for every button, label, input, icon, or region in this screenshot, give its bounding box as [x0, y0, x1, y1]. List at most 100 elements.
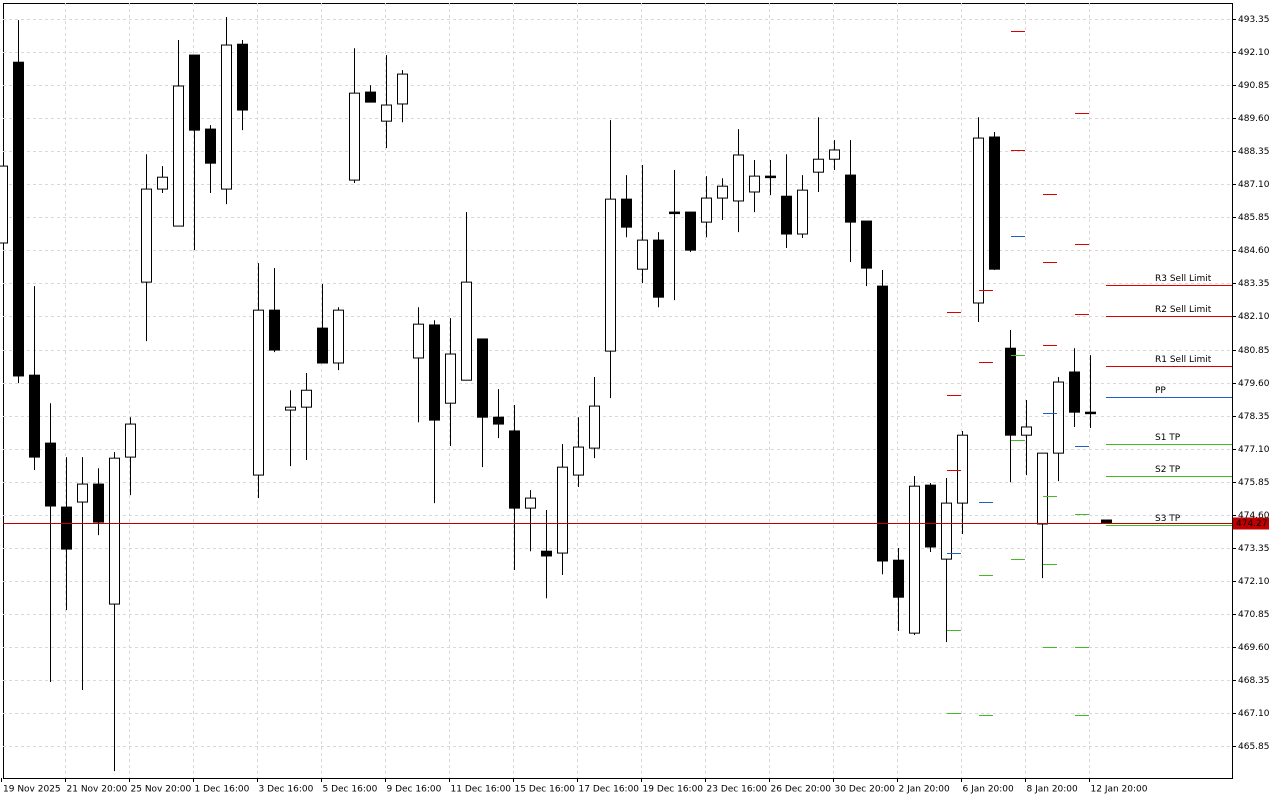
x-tick-label: 21 Nov 20:00 — [67, 785, 128, 795]
candle-body — [109, 457, 120, 605]
y-tick-label: 470.85 — [1238, 610, 1270, 620]
candle-body — [845, 174, 856, 223]
candle-body — [141, 188, 152, 283]
last-price-box — [1233, 517, 1269, 530]
candle-body — [157, 176, 168, 190]
candle-body — [1021, 426, 1032, 436]
y-tick-label: 475.85 — [1238, 478, 1270, 488]
y-tick-label: 472.10 — [1238, 577, 1270, 587]
candle-body — [397, 73, 408, 105]
level-label: R1 Sell Limit — [1155, 355, 1212, 365]
y-tick-label: 485.85 — [1238, 213, 1270, 223]
candle-body — [589, 405, 600, 449]
candle-body — [493, 416, 504, 425]
y-tick-label: 492.10 — [1238, 48, 1270, 58]
candle-body — [893, 559, 904, 598]
candle-body — [413, 323, 424, 359]
candle-body — [749, 175, 760, 193]
candle-body — [45, 442, 56, 507]
candle-body — [237, 43, 248, 111]
candle-body — [1101, 519, 1112, 524]
y-tick-label: 493.35 — [1238, 15, 1270, 25]
candle-body — [125, 423, 136, 458]
y-tick-label: 474.60 — [1238, 511, 1270, 521]
candle-body — [573, 446, 584, 476]
candle-body — [781, 195, 792, 235]
x-tick-label: 9 Dec 16:00 — [387, 785, 442, 795]
candle-body — [445, 353, 456, 404]
x-tick-label: 23 Dec 16:00 — [707, 785, 768, 795]
x-tick-label: 19 Nov 2025 — [3, 785, 61, 795]
candle-body — [317, 327, 328, 364]
candle-body — [669, 211, 680, 215]
y-tick-label: 480.85 — [1238, 346, 1270, 356]
candle-body — [813, 158, 824, 173]
candle-body — [973, 137, 984, 304]
level-label: S2 TP — [1155, 465, 1181, 475]
candle-body — [477, 338, 488, 418]
candle-body — [541, 550, 552, 557]
candle-body — [605, 198, 616, 352]
x-tick-label: 3 Dec 16:00 — [259, 785, 314, 795]
level-label: S1 TP — [1155, 433, 1181, 443]
level-label: R2 Sell Limit — [1155, 305, 1212, 315]
x-tick-label: 8 Jan 20:00 — [1027, 785, 1079, 795]
candle-body — [173, 85, 184, 227]
level-label: S3 TP — [1155, 514, 1181, 524]
candle-body — [733, 154, 744, 202]
x-tick-label: 30 Dec 20:00 — [835, 785, 896, 795]
candle-body — [189, 54, 200, 131]
candle-body — [525, 497, 536, 509]
candle-body — [1053, 381, 1064, 454]
candle-body — [13, 61, 24, 377]
x-tick-label: 12 Jan 20:00 — [1091, 785, 1148, 795]
candle-body — [349, 92, 360, 181]
candle-body — [685, 211, 696, 251]
candle-body — [861, 220, 872, 269]
candle-body — [29, 374, 40, 458]
x-tick-label: 1 Dec 16:00 — [195, 785, 250, 795]
candle-body — [829, 149, 840, 160]
x-tick-label: 2 Jan 20:00 — [899, 785, 951, 795]
plot-frame — [3, 3, 1233, 779]
y-tick-label: 473.35 — [1238, 544, 1270, 554]
x-tick-label: 6 Jan 20:00 — [963, 785, 1015, 795]
y-tick-label: 468.35 — [1238, 676, 1270, 686]
candle-body — [941, 502, 952, 560]
x-tick-label: 5 Dec 16:00 — [323, 785, 378, 795]
candle-body — [1005, 347, 1016, 436]
candle-body — [877, 285, 888, 562]
y-tick-label: 467.10 — [1238, 709, 1270, 719]
candle-body — [717, 185, 728, 199]
candle-body — [1085, 411, 1096, 415]
y-tick-label: 489.60 — [1238, 114, 1270, 124]
candle-body — [557, 466, 568, 554]
y-tick-label: 477.10 — [1238, 445, 1270, 455]
x-tick-label: 15 Dec 16:00 — [515, 785, 576, 795]
x-tick-label: 26 Dec 20:00 — [771, 785, 832, 795]
y-tick-label: 469.60 — [1238, 643, 1270, 653]
candle-body — [205, 128, 216, 164]
candle-body — [797, 189, 808, 235]
x-tick-label: 25 Nov 20:00 — [131, 785, 192, 795]
candle-body — [637, 239, 648, 270]
candle-body — [1069, 371, 1080, 413]
y-tick-label: 483.35 — [1238, 279, 1270, 289]
candle-body — [93, 483, 104, 523]
candle-body — [221, 44, 232, 190]
candle-body — [365, 91, 376, 103]
x-tick-label: 19 Dec 16:00 — [643, 785, 704, 795]
y-tick-label: 482.10 — [1238, 312, 1270, 322]
candle-body — [381, 104, 392, 122]
candle-body — [621, 198, 632, 228]
y-tick-label: 465.85 — [1238, 742, 1270, 752]
candle-body — [925, 484, 936, 548]
last-price-label: 474.27 — [1236, 519, 1268, 529]
candle-body — [957, 434, 968, 504]
candle-body — [285, 406, 296, 411]
level-label: PP — [1155, 386, 1166, 396]
candle-body — [253, 309, 264, 476]
y-tick-label: 484.60 — [1238, 246, 1270, 256]
